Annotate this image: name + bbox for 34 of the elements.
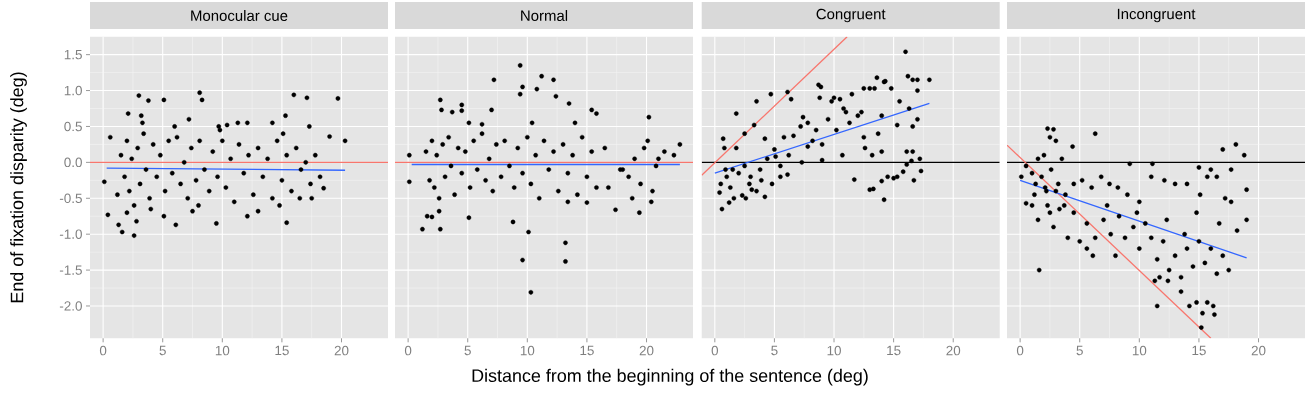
- x-tick-label: 0: [99, 345, 107, 356]
- y-tick-label: -0.5: [59, 193, 82, 204]
- y-tick-label: -1.5: [59, 265, 82, 275]
- y-tick-label: 0.5: [64, 121, 82, 132]
- y-tick-label: -2.0: [59, 301, 82, 311]
- x-tick-label: 15: [887, 345, 901, 356]
- y-tick-label: 0.0: [64, 157, 82, 168]
- x-tick-label: 5: [464, 345, 471, 356]
- x-tick-label: 10: [215, 345, 230, 356]
- chart-title: Monocular cue: [191, 10, 288, 21]
- x-tick-label: 20: [334, 345, 349, 356]
- x-tick-label: 10: [827, 345, 841, 356]
- chart-title: Normal: [521, 10, 568, 21]
- x-tick-label: 15: [275, 345, 289, 356]
- x-tick-label: 20: [946, 345, 961, 356]
- x-tick-label: 0: [404, 345, 412, 356]
- y-tick-label: 1.0: [64, 85, 82, 96]
- y-axis-title: End of fixation disparity (deg): [10, 72, 27, 303]
- x-tick-label: 0: [711, 345, 719, 356]
- x-tick-label: 0: [1016, 345, 1024, 356]
- x-tick-label: 5: [771, 345, 778, 356]
- x-tick-label: 20: [639, 345, 654, 356]
- x-tick-label: 20: [1251, 345, 1266, 356]
- x-tick-label: 10: [1132, 345, 1147, 356]
- x-tick-label: 10: [520, 345, 535, 356]
- x-axis-title: Distance from the beginning of the sentence (deg): [472, 368, 868, 386]
- x-tick-label: 15: [580, 345, 594, 356]
- y-tick-label: -1.0: [59, 229, 82, 239]
- x-tick-label: 5: [1076, 345, 1083, 356]
- x-tick-label: 5: [159, 345, 166, 356]
- x-tick-label: 15: [1192, 345, 1206, 356]
- chart-title: Incongruent: [1117, 8, 1196, 23]
- chart-title: Congruent: [816, 8, 886, 23]
- y-tick-label: 1.5: [64, 49, 82, 60]
